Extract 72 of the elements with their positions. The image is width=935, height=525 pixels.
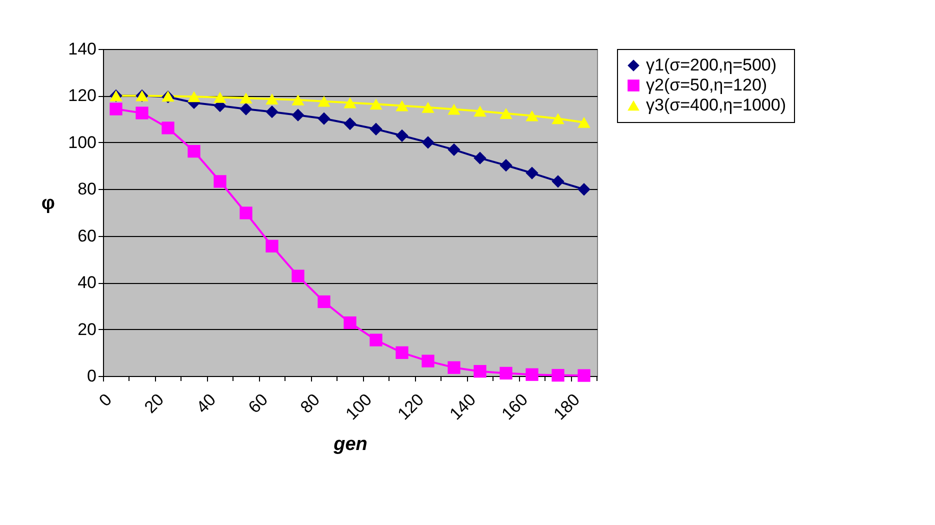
point [344, 117, 356, 130]
point [266, 240, 278, 252]
point [526, 368, 538, 381]
point [500, 158, 512, 172]
point [344, 97, 356, 108]
x-tick-label: 160 [498, 390, 532, 424]
x-tick-label: 140 [446, 390, 480, 424]
y-tick-label: 40 [78, 273, 96, 292]
y-tick-label: 100 [68, 132, 96, 152]
point [240, 206, 252, 220]
point [396, 100, 408, 112]
x-tick-label: 180 [550, 390, 584, 424]
point [578, 369, 590, 382]
point [370, 122, 382, 136]
y-tick-label: 20 [78, 320, 96, 339]
point [214, 175, 226, 188]
point [448, 104, 460, 115]
point [370, 334, 382, 346]
point [448, 361, 460, 374]
point [136, 106, 148, 120]
point [578, 183, 590, 196]
point [318, 112, 330, 125]
x-tick-label: 100 [342, 390, 376, 424]
point [162, 122, 174, 134]
y-tick-label: 80 [78, 180, 96, 199]
point [500, 366, 512, 380]
point [370, 98, 382, 110]
point [474, 152, 486, 164]
point [292, 94, 304, 106]
point [266, 94, 278, 104]
point [578, 116, 590, 128]
point [318, 295, 330, 308]
y-tick-label: 140 [68, 40, 96, 58]
point [240, 102, 252, 116]
point [552, 368, 564, 382]
y-axis-title: φ [41, 193, 55, 214]
point [552, 175, 564, 188]
point [500, 108, 512, 119]
point [526, 166, 538, 180]
point [396, 129, 408, 142]
legend-label: γ2(σ=50,η=120) [646, 76, 768, 94]
point [344, 316, 356, 330]
x-tick-label: 120 [394, 390, 428, 424]
point [422, 102, 434, 113]
x-axis-title: gen [332, 434, 368, 455]
point [110, 102, 122, 116]
point [292, 108, 304, 122]
point [448, 143, 460, 156]
x-tick-label: 40 [192, 390, 220, 417]
point [422, 354, 434, 368]
x-tick-label: 80 [296, 390, 324, 417]
point [422, 136, 434, 149]
point [396, 346, 408, 359]
y-tick-label: 60 [78, 226, 96, 246]
x-tick-label: 0 [95, 390, 116, 410]
point [266, 106, 278, 118]
point [292, 270, 304, 282]
y-tick-label: 120 [68, 86, 96, 106]
point [214, 92, 226, 103]
point [474, 365, 486, 378]
x-tick-label: 20 [140, 390, 168, 417]
x-tick-label: 60 [244, 390, 272, 417]
point [188, 91, 200, 102]
point [240, 92, 252, 104]
point [552, 113, 564, 124]
point [474, 106, 486, 117]
point [318, 96, 330, 107]
legend-label: γ1(σ=200,η=500) [646, 56, 777, 74]
y-tick-label: 0 [87, 366, 96, 386]
legend-label: γ3(σ=400,η=1000) [646, 96, 786, 114]
point [188, 144, 200, 158]
point [526, 110, 538, 122]
